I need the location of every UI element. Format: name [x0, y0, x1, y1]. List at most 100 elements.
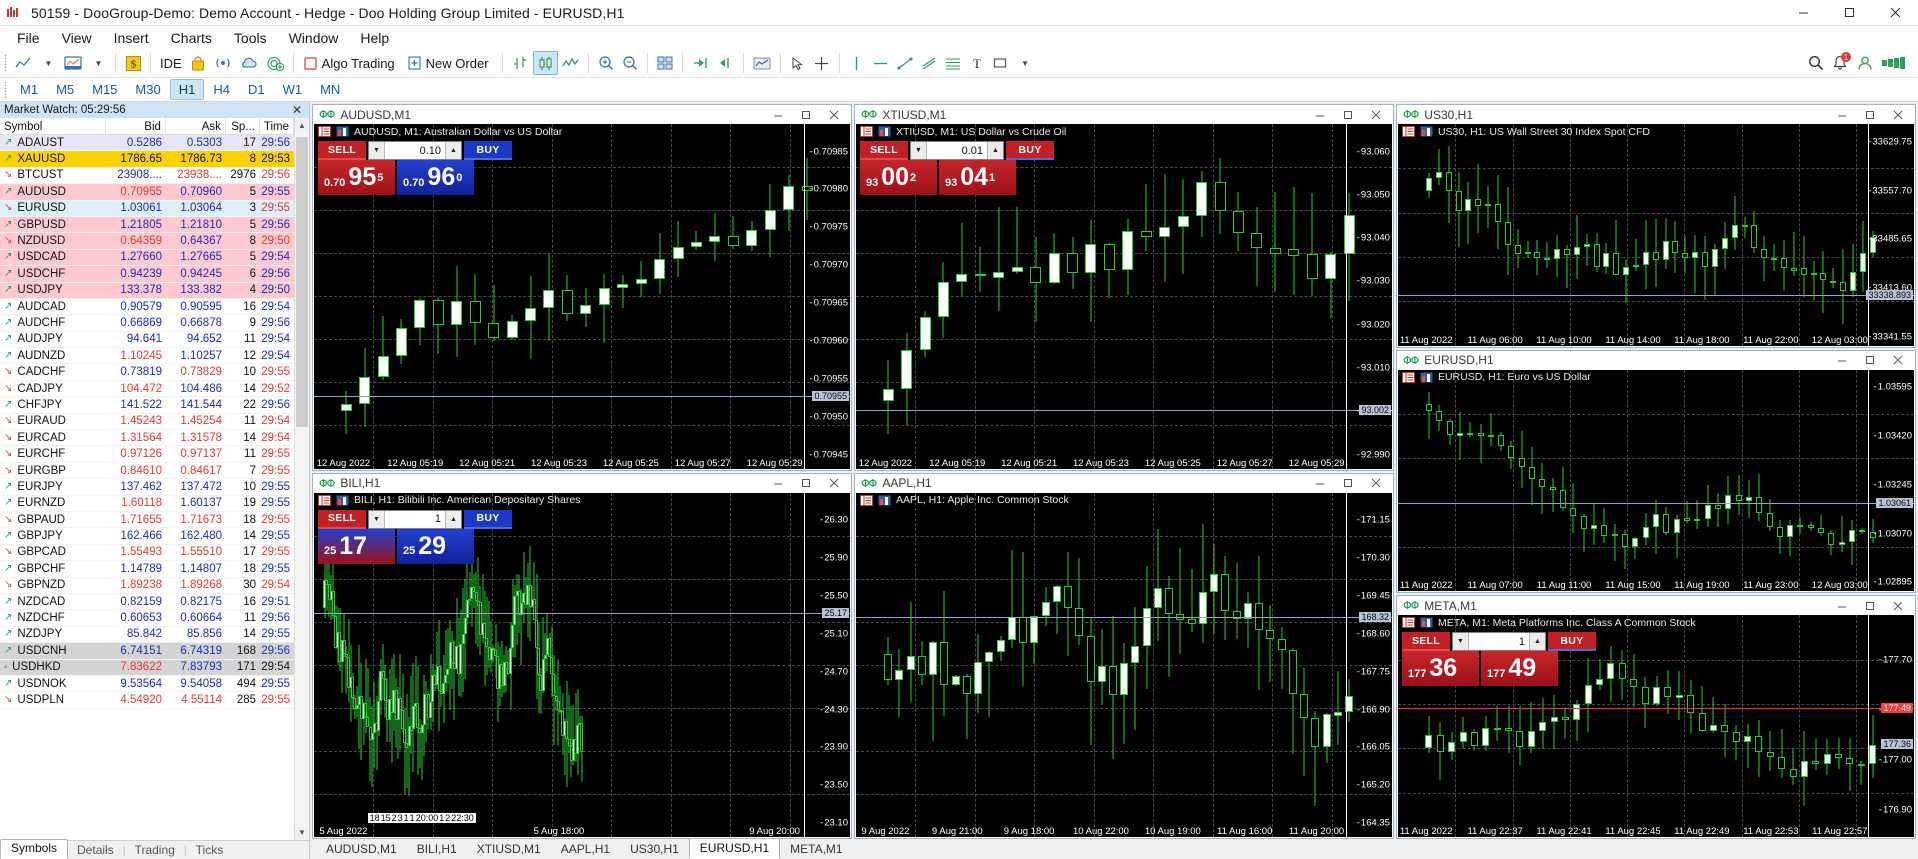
- timeframe-h1[interactable]: H1: [169, 79, 205, 100]
- new-order-button[interactable]: New Order: [403, 51, 497, 75]
- timeframe-mn[interactable]: MN: [320, 82, 341, 97]
- one-click-trading-panel[interactable]: SELL ▼ 0.10 ▲ BUY 0.70 95 5 0.70 96 0: [318, 141, 512, 195]
- eurusd-minimize-button[interactable]: [1828, 352, 1856, 369]
- sell-price-box[interactable]: 0.70 95 5: [318, 160, 395, 195]
- market-watch-row[interactable]: ↗ CHFJPY 141.522 141.544 22 05:29:56: [0, 397, 294, 414]
- aapl-close-button[interactable]: [1362, 475, 1390, 492]
- market-watch-row[interactable]: ↘ NZDUSD 0.64359 0.64367 8 05:29:50: [0, 233, 294, 250]
- market-watch-row[interactable]: ↘ CADCHF 0.73819 0.73829 10 05:29:55: [0, 364, 294, 381]
- chart-tab-audusd-m1[interactable]: AUDUSD,M1: [326, 842, 397, 856]
- symbol-chart-icon[interactable]: [1420, 126, 1433, 137]
- window-close-button[interactable]: [1872, 0, 1918, 26]
- xtiusd-minimize-button[interactable]: [1306, 106, 1334, 123]
- one-click-trading-panel[interactable]: SELL ▼ 0.01 ▲ BUY 93 00 2 93 04 1: [859, 141, 1054, 195]
- audusd-close-button[interactable]: [820, 106, 848, 123]
- line-chart-icon[interactable]: [11, 51, 36, 75]
- menu-insert[interactable]: Insert: [113, 29, 149, 46]
- dollar-icon[interactable]: $: [121, 51, 145, 75]
- market-watch-row[interactable]: ↗ AUDUSD 0.70955 0.70960 5 05:29:55: [0, 184, 294, 201]
- channel-icon[interactable]: [917, 51, 941, 75]
- ide-button[interactable]: IDE: [156, 51, 186, 75]
- volume-value[interactable]: 0.01: [961, 144, 983, 157]
- scroll-up-icon[interactable]: ▲: [295, 118, 309, 133]
- meta-close-button[interactable]: [1884, 597, 1912, 614]
- col-ask[interactable]: Ask: [166, 118, 226, 134]
- meta-maximize-button[interactable]: [1856, 597, 1884, 614]
- market-watch-row[interactable]: ↘ BTCUST 23908.... 23938.... 2976 05:29:56: [0, 167, 294, 185]
- vertical-line-icon[interactable]: [845, 51, 869, 75]
- sell-price-box[interactable]: 25 17: [318, 528, 395, 564]
- chart-window-titlebar-meta[interactable]: ΦΦ META,M1: [1396, 596, 1915, 616]
- text-tool-icon[interactable]: T: [965, 51, 989, 75]
- price-axis[interactable]: 33629.75 33557.70 33485.65 33413.60 33341.55…: [1866, 124, 1914, 346]
- market-watch-row[interactable]: ↗ GBPCHF 1.14789 1.14807 18 05:29:55: [0, 561, 294, 578]
- us30-minimize-button[interactable]: [1828, 106, 1856, 123]
- chart-tab-eurusd-h1[interactable]: EURUSD,H1: [688, 838, 781, 859]
- symbol-chart-icon[interactable]: [878, 126, 891, 137]
- chart-properties-icon[interactable]: [318, 494, 331, 506]
- chart-window-titlebar-eurusd[interactable]: ΦΦ EURUSD,H1: [1396, 350, 1915, 370]
- menu-charts[interactable]: Charts: [170, 29, 212, 46]
- timeframe-grip[interactable]: [4, 80, 11, 100]
- market-watch-row[interactable]: • USDHKD 7.83622 7.83793 171 05:29:54: [0, 659, 294, 676]
- connection-status-icon[interactable]: [1878, 51, 1912, 75]
- volume-value[interactable]: 1: [1518, 635, 1525, 648]
- chart-canvas-us30[interactable]: US30, H1: US Wall Street 30 Index Spot C…: [1397, 124, 1914, 346]
- symbol-chart-icon[interactable]: [878, 495, 891, 506]
- market-watch-row[interactable]: ↗ XAUUSD 1786.65 1786.73 8 05:29:53: [0, 151, 294, 168]
- buy-button[interactable]: BUY: [464, 141, 512, 160]
- market-watch-row[interactable]: ↗ NZDJPY 85.842 85.856 14 05:29:55: [0, 626, 294, 644]
- bili-minimize-button[interactable]: [764, 475, 792, 492]
- buy-button[interactable]: BUY: [1005, 141, 1054, 160]
- market-watch-row[interactable]: ↘ EURUSD 1.03061 1.03064 3 05:29:55: [0, 200, 294, 217]
- line-chart-dropdown-icon[interactable]: ▼: [44, 58, 53, 68]
- market-watch-row[interactable]: ↘ GBPCAD 1.55493 1.55510 17 05:29:55: [0, 544, 294, 562]
- col-spread[interactable]: Sp...: [226, 118, 260, 134]
- volume-stepper[interactable]: ▼ 1 ▲: [1451, 632, 1546, 652]
- chart-canvas-eurusd[interactable]: EURUSD, H1: Euro vs US Dollar1.035951.03…: [1397, 369, 1914, 592]
- menu-view[interactable]: View: [61, 29, 92, 46]
- chart-canvas-aapl[interactable]: AAPL, H1: Apple Inc. Common Stock171.151…: [855, 492, 1392, 837]
- aapl-minimize-button[interactable]: [1306, 475, 1334, 492]
- market-watch-row[interactable]: ↘ CADJPY 104.472 104.486 14 05:29:52: [0, 380, 294, 398]
- zoom-in-icon[interactable]: [594, 51, 618, 75]
- chart-canvas-bili[interactable]: BILI, H1: Bilibili Inc. American Deposit…: [314, 492, 850, 837]
- sell-button[interactable]: SELL: [318, 141, 366, 160]
- market-watch-row[interactable]: ↗ EURNZD 1.60118 1.60137 19 05:29:55: [0, 495, 294, 512]
- buy-price-box[interactable]: 177 49: [1480, 651, 1558, 687]
- mw-tab-symbols[interactable]: Symbols: [0, 839, 69, 859]
- chart-properties-icon[interactable]: [859, 494, 873, 506]
- timeframe-w1[interactable]: W1: [282, 82, 303, 97]
- market-watch-row[interactable]: ↗ NZDCAD 0.82159 0.82175 16 05:29:51: [0, 593, 294, 611]
- volume-stepper[interactable]: ▼ 0.10 ▲: [368, 141, 462, 160]
- col-bid[interactable]: Bid: [106, 118, 166, 134]
- buy-price-box[interactable]: 93 04 1: [938, 160, 1016, 195]
- chart-window-titlebar-xtiusd[interactable]: ΦΦ XTIUSD,M1: [854, 105, 1393, 124]
- mw-tab-ticks[interactable]: Ticks: [195, 843, 224, 857]
- market-watch-row[interactable]: ↗ EURJPY 137.462 137.472 10 05:29:55: [0, 479, 294, 496]
- menu-help[interactable]: Help: [360, 29, 390, 46]
- market-watch-row[interactable]: ↗ USDCAD 1.27660 1.27665 5 05:29:54: [0, 249, 294, 267]
- vps-add-icon[interactable]: [262, 51, 288, 75]
- chart-plot[interactable]: [1397, 369, 1914, 592]
- market-watch-row[interactable]: ↘ GBPAUD 1.71655 1.71673 18 05:29:55: [0, 511, 294, 529]
- market-watch-row[interactable]: ↘ GBPNZD 1.89238 1.89268 30 05:29:54: [0, 577, 294, 594]
- chart-tab-meta-m1[interactable]: META,M1: [790, 842, 843, 856]
- window-minimize-button[interactable]: [1780, 0, 1826, 26]
- chart-tab-bili-h1[interactable]: BILI,H1: [416, 842, 457, 856]
- us30-maximize-button[interactable]: [1856, 106, 1884, 123]
- cursor-icon[interactable]: [786, 51, 810, 75]
- sell-button[interactable]: SELL: [859, 141, 908, 160]
- indicators-icon[interactable]: [749, 51, 775, 75]
- chart-tab-us30-h1[interactable]: US30,H1: [630, 842, 679, 856]
- chart-window-titlebar-us30[interactable]: ΦΦ US30,H1: [1396, 105, 1915, 124]
- chart-tab-xtiusd-m1[interactable]: XTIUSD,M1: [476, 842, 541, 856]
- chart-plot[interactable]: [1397, 124, 1914, 346]
- scroll-end-icon[interactable]: [688, 51, 713, 75]
- price-axis[interactable]: 1.03595 1.03420 1.03245 1.03070 1.02895 1.030…: [1868, 369, 1914, 592]
- volume-stepper[interactable]: ▼ 0.01 ▲: [909, 141, 1004, 160]
- sell-price-box[interactable]: 93 00 2: [859, 160, 937, 195]
- bili-maximize-button[interactable]: [792, 475, 820, 492]
- volume-dropdown-icon[interactable]: ▼: [1452, 633, 1469, 651]
- col-symbol[interactable]: Symbol: [0, 118, 106, 134]
